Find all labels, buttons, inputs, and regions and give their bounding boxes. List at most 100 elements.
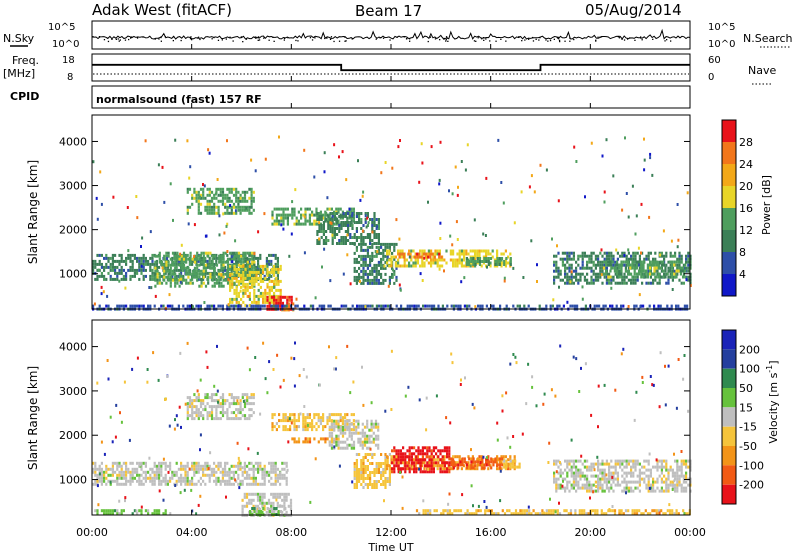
heatmap-cell [202, 272, 205, 276]
nsearch-point [242, 41, 244, 43]
heatmap-cell [262, 297, 265, 301]
heatmap-cell [226, 461, 229, 465]
heatmap-cell [319, 437, 323, 441]
heatmap-cell [430, 461, 433, 465]
heatmap-cell [325, 218, 328, 221]
heatmap-cell [441, 455, 444, 459]
heatmap-cell [264, 267, 267, 271]
heatmap-cell [503, 459, 506, 463]
heatmap-cell [263, 495, 266, 499]
heatmap-cell [349, 242, 352, 245]
heatmap-cell [353, 257, 356, 261]
heatmap-cell [612, 263, 615, 267]
heatmap-cell [259, 271, 262, 275]
heatmap-cell [388, 264, 391, 268]
heatmap-cell [239, 196, 242, 200]
nsearch-point [500, 38, 502, 40]
heatmap-cell [350, 434, 353, 438]
heatmap-cell [263, 504, 266, 508]
heatmap-cell [142, 265, 145, 269]
heatmap-cell [624, 260, 627, 264]
heatmap-cell [373, 236, 376, 239]
heatmap-cell [261, 510, 264, 514]
heatmap-cell [625, 192, 628, 195]
heatmap-cell [297, 419, 300, 423]
heatmap-cell [306, 440, 309, 444]
heatmap-cell [205, 234, 208, 238]
heatmap-cell [140, 262, 143, 266]
heatmap-cell [213, 269, 216, 273]
heatmap-cell [226, 199, 229, 203]
heatmap-cell [358, 280, 361, 283]
heatmap-cell [222, 263, 225, 267]
heatmap-cell [193, 190, 196, 194]
heatmap-cell [129, 277, 132, 281]
heatmap-cell [463, 255, 466, 259]
heatmap-cell [171, 269, 175, 273]
heatmap-cell [503, 263, 506, 266]
heatmap-cell [136, 470, 139, 474]
heatmap-cell [635, 214, 638, 218]
heatmap-cell [654, 275, 657, 279]
heatmap-cell [324, 213, 327, 217]
heatmap-cell [511, 465, 515, 469]
heatmap-cell [213, 275, 216, 279]
heatmap-cell [237, 205, 240, 209]
noise-tick-low-right: 10^0 [708, 39, 735, 50]
heatmap-cell [358, 221, 361, 224]
heatmap-cell [448, 470, 451, 474]
heatmap-cell [566, 254, 569, 258]
heatmap-cell [304, 440, 307, 444]
heatmap-cell [668, 260, 671, 264]
heatmap-cell [293, 213, 296, 217]
heatmap-cell [570, 270, 573, 274]
heatmap-cell [575, 278, 578, 282]
heatmap-cell [605, 275, 608, 279]
heatmap-cell [377, 251, 380, 255]
heatmap-cell [185, 254, 188, 258]
heatmap-cell [583, 266, 586, 270]
heatmap-cell [660, 254, 663, 258]
heatmap-cell [218, 272, 221, 276]
heatmap-cell [244, 263, 247, 267]
heatmap-cell [555, 254, 558, 258]
heatmap-cell [199, 187, 203, 191]
heatmap-cell [199, 411, 203, 415]
heatmap-cell [341, 446, 345, 450]
heatmap-cell [204, 473, 207, 477]
heatmap-cell [187, 257, 190, 261]
heatmap-cell [380, 453, 383, 456]
heatmap-cell [202, 187, 205, 191]
heatmap-cell [242, 266, 245, 270]
heatmap-cell [105, 262, 108, 266]
heatmap-cell [430, 249, 433, 253]
heatmap-cell [419, 470, 422, 474]
heatmap-cell [156, 278, 159, 282]
heatmap-cell [230, 402, 233, 406]
heatmap-cell [270, 482, 273, 486]
heatmap-cell [333, 233, 336, 236]
heatmap-cell [653, 269, 656, 273]
heatmap-cell [328, 413, 331, 417]
heatmap-cell [362, 269, 365, 273]
nsearch-point [558, 39, 561, 41]
heatmap-cell [351, 242, 354, 245]
heatmap-cell [435, 461, 438, 465]
heatmap-cell [605, 254, 608, 258]
heatmap-cell [375, 486, 378, 489]
heatmap-cell [433, 255, 436, 259]
heatmap-cell [246, 476, 249, 480]
heatmap-cell [687, 260, 690, 264]
heatmap-cell [564, 477, 567, 481]
heatmap-cell [355, 260, 358, 264]
heatmap-cell [441, 458, 444, 462]
heatmap-cell [336, 233, 339, 236]
heatmap-cell [180, 461, 183, 465]
heatmap-cell [336, 218, 339, 221]
heatmap-cell [377, 227, 380, 230]
heatmap-cell [372, 425, 375, 429]
heatmap-cell [280, 216, 283, 220]
heatmap-cell [283, 492, 286, 496]
nsearch-point [475, 40, 477, 42]
heatmap-cell [114, 253, 117, 257]
